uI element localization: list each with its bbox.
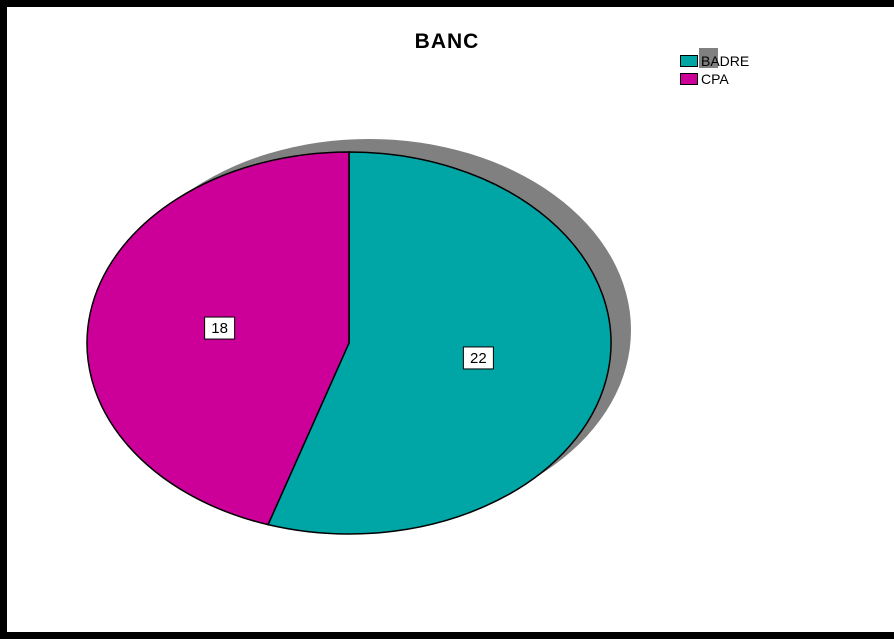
legend-item-cpa: CPA (680, 70, 749, 88)
data-label-text: 22 (470, 350, 487, 367)
legend-swatch-cpa (680, 73, 698, 85)
legend-label-badre: BADRE (701, 53, 750, 69)
data-label-cpa: 18 (204, 316, 236, 340)
legend-shadow (699, 48, 718, 68)
legend-swatch-badre (680, 55, 698, 67)
pie-slice-badre (266, 151, 612, 535)
data-label-text: 18 (211, 320, 228, 337)
chart-title: BANC (414, 30, 480, 53)
data-label-box (204, 316, 236, 340)
legend-item-badre: BADRE (680, 52, 749, 70)
data-label-box (462, 346, 494, 370)
data-label-badre: 22 (462, 346, 494, 370)
legend-label-cpa: CPA (701, 71, 729, 87)
legend: BADRE CPA (680, 48, 749, 88)
